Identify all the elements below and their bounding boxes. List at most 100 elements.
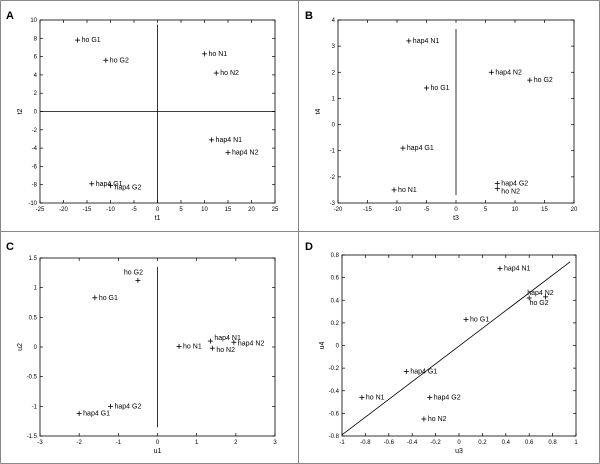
y-tick-label: 2 [34,91,38,97]
y-tick-label: 2 [332,70,336,76]
x-tick-label: -20 [334,207,343,213]
point-label: ho G1 [82,37,101,44]
x-tick-label: 0 [454,207,458,213]
x-tick-label: 0.8 [548,440,557,446]
reference-line [341,261,571,436]
y-tick-label: -0.2 [329,366,340,372]
y-tick-label: 6 [34,55,38,61]
point-label: hap4 G1 [407,145,434,152]
x-tick-label: -1 [339,440,345,446]
point-label: hap4 N2 [495,69,522,76]
point-label: ho N1 [209,51,228,58]
data-point: ho N2 [494,186,520,196]
x-tick-label: -0.4 [407,440,418,446]
data-point: ho G1 [463,316,489,323]
data-point: hap4 G2 [108,183,141,192]
x-tick-label: 20 [571,207,578,213]
point-label: ho G2 [530,300,549,307]
y-axis-label: t4 [315,108,322,114]
data-point: hap4 N1 [207,335,241,344]
point-label: hap4 N2 [232,150,259,157]
panel-letter-a: A [6,10,14,22]
y-tick-label: 4 [332,18,336,24]
point-label: ho N1 [183,343,202,350]
data-point: ho G2 [527,77,553,84]
x-tick-label: 0 [156,207,160,213]
x-tick-label: -3 [37,440,43,446]
data-point: ho N1 [391,187,417,194]
y-axis-label: u4 [319,342,326,350]
y-tick-label: 0.2 [331,321,340,327]
x-tick-label: 20 [248,207,255,213]
x-tick-label: 1 [574,440,578,446]
data-point: ho G1 [75,37,101,44]
data-point: ho G2 [530,294,549,307]
y-tick-label: -10 [28,201,37,207]
y-tick-label: 8 [34,36,38,42]
axes-box-d [341,254,577,437]
data-point: ho N1 [202,51,227,58]
y-tick-label: -0.4 [329,389,340,395]
x-axis-label: u3 [455,448,463,455]
y-tick-label: 0 [34,345,38,351]
data-point: hap4 N2 [225,150,259,157]
point-label: ho G1 [470,316,489,323]
x-tick-label: -10 [393,207,402,213]
point-label: ho N2 [428,416,447,423]
data-point: hap4 G2 [108,403,141,410]
data-point: hap4 N1 [406,38,439,45]
panel-c: -3 -2 -1 0 1 2 3 -1.5 -1 -0.5 0 0.5 1 1.5 u1 u2 ho G2 ho … [17,256,277,455]
y-tick-label: 1 [332,96,336,102]
y-tick-label: 0.8 [331,253,340,259]
point-label: hap4 N2 [238,340,265,347]
y-tick-label: 3 [332,44,336,50]
panel-a: -25 -20 -15 -10 -5 0 5 10 15 20 25-10-8-6-4-202468… [17,18,279,222]
panel-d: -1 -0.8 -0.6 -0.4 -0.2 0 0.2 0.4 0.6 0.8 1-0.8-0.6… [319,253,578,455]
y-tick-label: -4 [32,146,38,152]
data-point: hap4 N1 [209,137,242,144]
point-label: ho G2 [534,77,553,84]
y-tick-label: -3 [330,201,336,207]
x-tick-label: -20 [59,207,68,213]
point-label: ho N2 [501,189,520,196]
x-tick-label: -15 [363,207,372,213]
y-tick-label: 0 [336,344,340,350]
x-tick-label: 2 [234,440,238,446]
data-point: hap4 N1 [497,266,531,273]
data-point: hap4 N2 [526,290,554,301]
y-tick-label: 1.5 [29,256,38,262]
point-label: hap4 G2 [501,180,528,187]
data-point: hap4 G1 [89,181,123,188]
point-label: ho N1 [398,187,417,194]
point-label: ho N2 [220,70,239,77]
y-tick-label: 1 [34,286,38,292]
y-axis-label: t2 [17,108,24,114]
y-tick-label: -0.8 [329,434,340,440]
x-tick-label: 0.2 [478,440,487,446]
x-tick-label: 1 [195,440,199,446]
y-tick-label: -6 [32,164,38,170]
point-label: hap4 G1 [83,410,110,417]
data-point: hap4 N2 [231,339,265,347]
y-tick-label: -1.5 [27,434,38,440]
x-axis-label: u1 [154,448,162,455]
data-point: hap4 G2 [494,180,528,187]
x-tick-label: -0.2 [430,440,441,446]
point-label: ho G2 [110,57,129,64]
point-label: hap4 G2 [115,403,142,410]
y-tick-label: -8 [32,183,38,189]
x-tick-label: -2 [76,440,82,446]
data-point: ho G1 [92,295,118,302]
y-tick-label: 4 [34,73,38,79]
x-tick-label: 5 [484,207,488,213]
point-label: hap4 G2 [115,185,142,192]
x-tick-label: 10 [201,207,208,213]
point-label: hap4 N1 [413,38,440,45]
panel-letter-c: C [6,241,14,253]
data-point: ho N1 [359,395,385,402]
y-tick-label: -2 [32,128,38,134]
data-point: hap4 G1 [400,145,434,152]
data-point: ho N2 [421,416,447,423]
data-point: hap4 G1 [76,410,110,417]
